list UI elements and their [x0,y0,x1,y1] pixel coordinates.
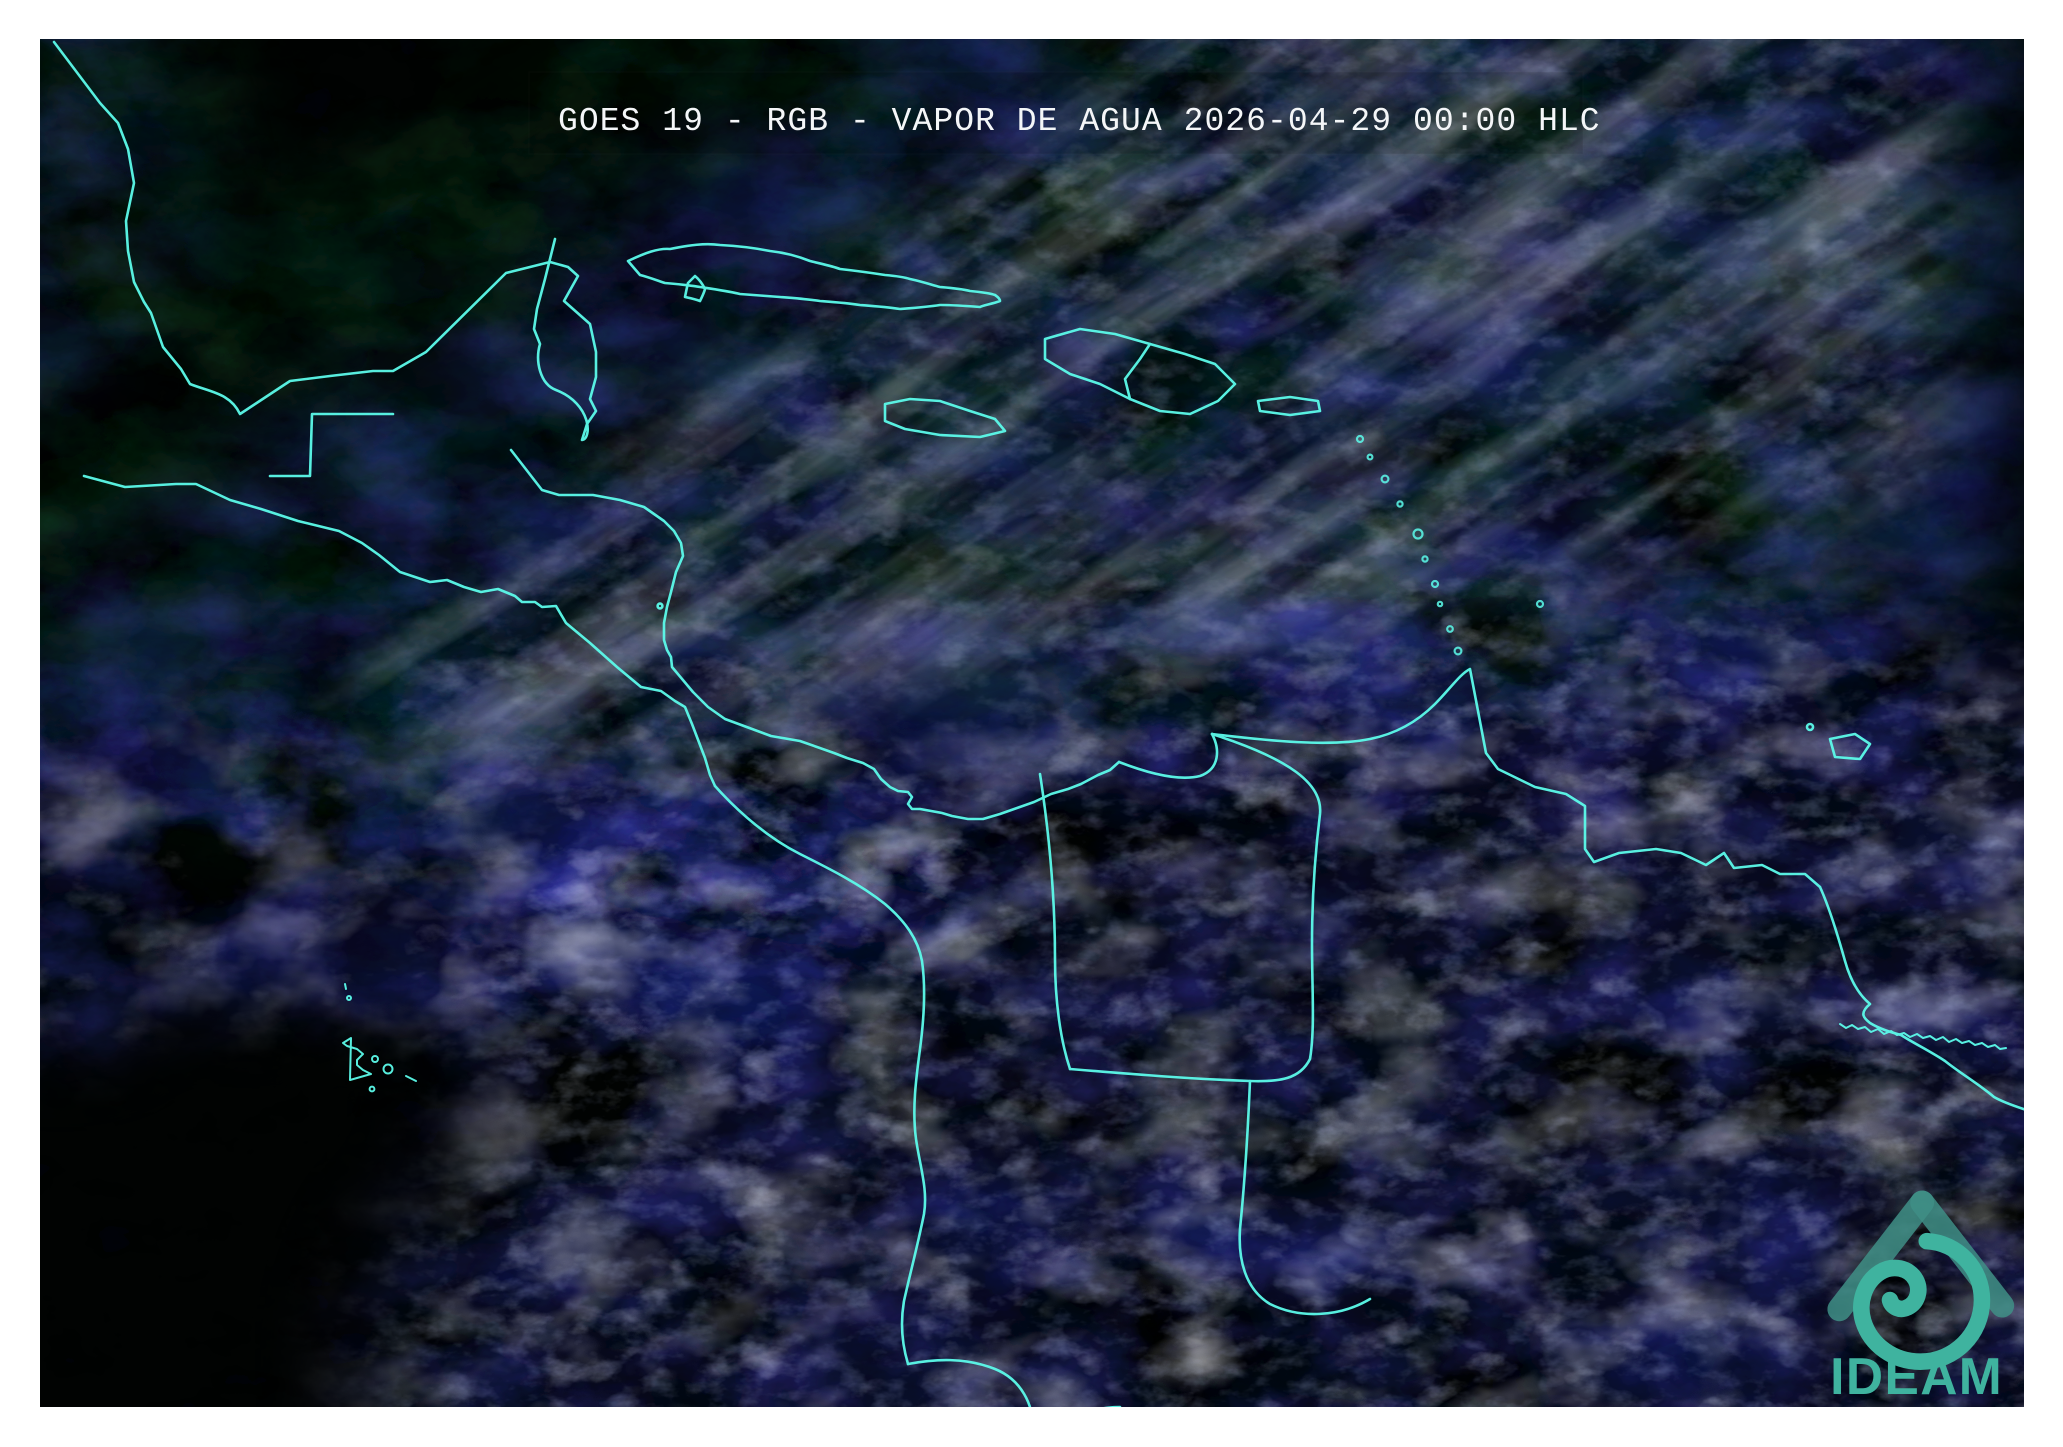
svg-text:IDEAM: IDEAM [1830,1347,2003,1405]
svg-text:GOES 19 - RGB - VAPOR DE AGUA: GOES 19 - RGB - VAPOR DE AGUA 2026-04-29… [558,103,1601,140]
